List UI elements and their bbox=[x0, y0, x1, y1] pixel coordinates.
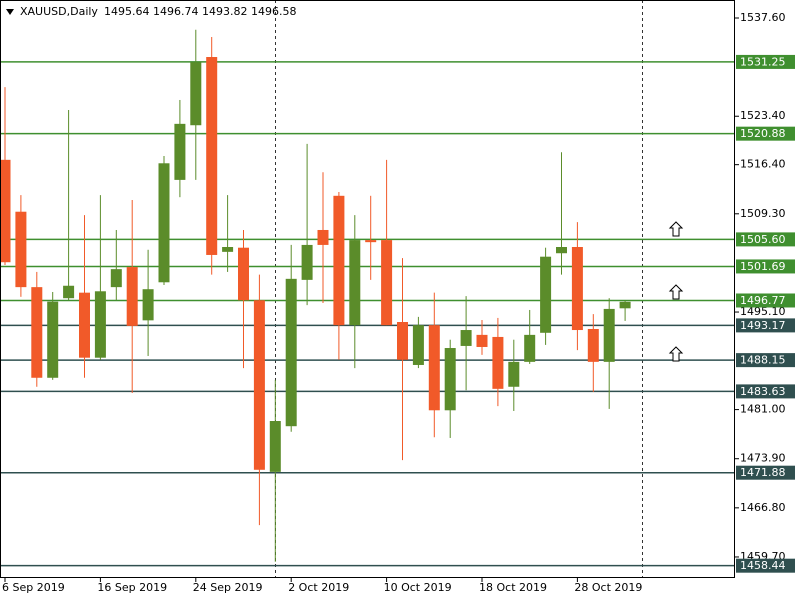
y-tick-label: 1516.40 bbox=[740, 158, 786, 171]
candle-body bbox=[158, 163, 170, 283]
candle-body bbox=[94, 291, 106, 358]
candle-body bbox=[587, 328, 599, 362]
quote-close: 1496.58 bbox=[251, 5, 297, 18]
candle-body bbox=[285, 278, 297, 427]
quote-high: 1496.74 bbox=[153, 5, 199, 18]
x-tick-label: 24 Sep 2019 bbox=[193, 581, 263, 594]
candle-body bbox=[428, 325, 440, 411]
candle-body bbox=[301, 244, 313, 280]
level-label-box bbox=[736, 126, 795, 141]
candle-body bbox=[492, 336, 504, 389]
level-label-box bbox=[736, 259, 795, 274]
x-tick-label: 10 Oct 2019 bbox=[384, 581, 452, 594]
y-tick-label: 1495.10 bbox=[740, 305, 786, 318]
level-label: 1531.25 bbox=[740, 55, 786, 68]
x-tick-label: 16 Sep 2019 bbox=[97, 581, 167, 594]
candle-body bbox=[317, 229, 329, 245]
candle-body bbox=[333, 195, 345, 326]
level-label: 1520.88 bbox=[740, 127, 786, 140]
candle-body bbox=[603, 308, 615, 362]
candle-body bbox=[412, 325, 424, 365]
candle-body bbox=[15, 211, 27, 288]
y-tick-label: 1537.60 bbox=[740, 11, 786, 24]
candle-body bbox=[397, 322, 408, 360]
level-label-box bbox=[736, 54, 795, 69]
candle-body bbox=[381, 240, 393, 326]
level-label: 1501.69 bbox=[740, 260, 786, 273]
level-label-box bbox=[736, 465, 795, 480]
candle-body bbox=[619, 301, 631, 309]
level-label-box bbox=[736, 318, 795, 333]
candle-body bbox=[365, 240, 377, 243]
candle-body bbox=[222, 247, 234, 252]
candle-body bbox=[269, 421, 281, 472]
level-label-box bbox=[736, 353, 795, 368]
chart-title: XAUUSD,Daily bbox=[20, 5, 98, 18]
x-tick-label: 6 Sep 2019 bbox=[2, 581, 65, 594]
candle-body bbox=[238, 247, 249, 301]
level-label-box bbox=[736, 558, 795, 573]
x-tick-label: 28 Oct 2019 bbox=[574, 581, 642, 594]
candle-body bbox=[47, 301, 59, 378]
level-label: 1458.44 bbox=[740, 559, 786, 572]
up-arrow bbox=[668, 221, 684, 237]
up-arrow bbox=[668, 284, 684, 300]
menu-triangle bbox=[6, 9, 14, 15]
candle-body bbox=[31, 287, 43, 378]
candle-body bbox=[174, 123, 186, 180]
level-label-box bbox=[736, 232, 795, 247]
candle-body bbox=[79, 292, 90, 358]
candle-body bbox=[556, 247, 567, 254]
candle-body bbox=[524, 334, 536, 362]
y-tick-label: 1481.00 bbox=[740, 403, 786, 416]
level-label: 1493.17 bbox=[740, 319, 786, 332]
up-arrow bbox=[668, 346, 684, 362]
level-label: 1496.77 bbox=[740, 294, 786, 307]
y-tick-label: 1523.40 bbox=[740, 109, 786, 122]
candle-body bbox=[349, 240, 361, 326]
plot-border bbox=[0, 0, 735, 578]
candle-body bbox=[63, 285, 75, 299]
quote-low: 1493.82 bbox=[202, 5, 248, 18]
level-label-box bbox=[736, 384, 795, 399]
candle-body bbox=[444, 348, 456, 411]
x-tick-label: 18 Oct 2019 bbox=[479, 581, 547, 594]
plot bbox=[0, 29, 735, 567]
candle-body bbox=[508, 361, 520, 387]
candle-body bbox=[142, 289, 154, 321]
candle-body bbox=[0, 159, 11, 263]
candle-body bbox=[206, 57, 218, 255]
candle-body bbox=[190, 62, 202, 126]
candle-body bbox=[253, 300, 265, 470]
candle-body bbox=[476, 334, 488, 347]
arrow-icons bbox=[668, 221, 684, 362]
level-label: 1483.63 bbox=[740, 385, 786, 398]
candle-body bbox=[460, 330, 472, 346]
candle-body bbox=[540, 256, 552, 333]
level-label-box bbox=[736, 293, 795, 308]
candle-body bbox=[571, 247, 583, 331]
y-tick-label: 1509.30 bbox=[740, 207, 786, 220]
level-label: 1505.60 bbox=[740, 233, 786, 246]
level-label: 1488.15 bbox=[740, 354, 786, 367]
quote-open: 1495.64 bbox=[104, 5, 150, 18]
y-tick-label: 1473.90 bbox=[740, 452, 786, 465]
level-label: 1471.88 bbox=[740, 466, 786, 479]
y-tick-label: 1466.80 bbox=[740, 501, 786, 514]
candle-body bbox=[126, 267, 138, 326]
x-tick-label: 2 Oct 2019 bbox=[288, 581, 349, 594]
candle-body bbox=[110, 269, 122, 288]
